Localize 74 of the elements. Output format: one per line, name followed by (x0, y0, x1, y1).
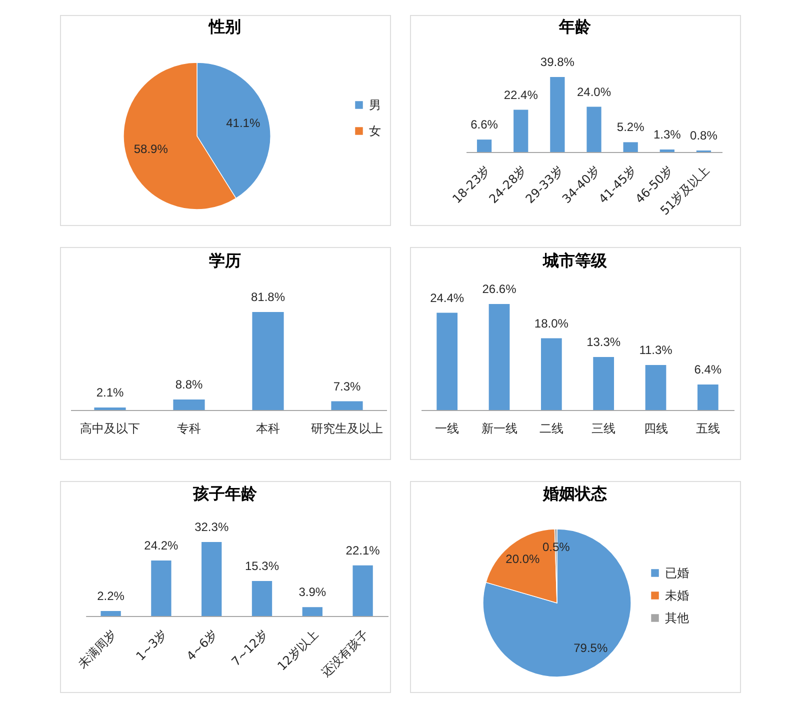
bar (252, 580, 272, 616)
chart-title: 学历 (209, 251, 241, 270)
legend-label: 未婚 (665, 588, 689, 602)
data-label: 8.8% (175, 377, 203, 392)
data-label: 0.8% (690, 128, 718, 142)
bar (623, 142, 638, 152)
data-label: 22.4% (504, 88, 538, 102)
bar (540, 338, 562, 410)
data-label: 18.0% (534, 316, 569, 330)
pie-slice (482, 528, 632, 678)
chart-title: 孩子年龄 (192, 484, 258, 503)
x-tick-label: 本科 (256, 422, 280, 436)
x-tick-label: 高中及以下 (80, 422, 140, 436)
data-label: 24.2% (144, 538, 179, 553)
bar (302, 607, 322, 616)
data-label: 22.1% (346, 543, 380, 558)
bar (697, 384, 718, 410)
data-label: 41.1% (226, 116, 260, 130)
x-tick-label: 专科 (177, 422, 201, 436)
x-tick-label: 12岁以上 (274, 627, 321, 674)
bar (352, 565, 373, 616)
bar (173, 399, 205, 410)
chart-title: 婚姻状态 (542, 484, 607, 503)
bar (476, 140, 492, 152)
x-tick-label: 新一线 (481, 422, 518, 436)
data-label: 20.0% (506, 552, 540, 566)
data-label: 1.3% (653, 128, 682, 142)
data-label: 58.9% (134, 142, 168, 156)
data-label: 81.8% (250, 290, 286, 304)
data-label: 2.1% (96, 385, 124, 400)
data-label: 15.3% (244, 558, 280, 573)
data-label: 26.6% (482, 282, 517, 296)
bar (514, 110, 528, 152)
x-tick-label: 还没有孩子 (318, 627, 372, 680)
bar (100, 610, 121, 616)
legend-label: 其他 (665, 611, 689, 625)
x-tick-label: 一线 (435, 422, 460, 436)
data-label: 5.2% (616, 120, 645, 134)
chart-title: 性别 (208, 17, 241, 36)
data-label: 11.3% (639, 342, 673, 357)
data-label: 3.9% (298, 585, 326, 600)
data-label: 39.8% (540, 55, 575, 69)
chart-title: 年龄 (558, 17, 592, 36)
x-tick-label: 二线 (539, 422, 564, 436)
data-label: 32.3% (194, 520, 229, 534)
legend-label: 女 (369, 124, 381, 138)
bar (645, 364, 666, 410)
chart-title: 城市等级 (542, 251, 608, 270)
bar (202, 542, 222, 616)
bar (151, 560, 172, 616)
data-label: 2.2% (97, 588, 125, 603)
x-tick-label: 四线 (644, 422, 668, 436)
bar (488, 304, 510, 410)
x-tick-label: 三线 (592, 422, 616, 436)
x-tick-label: 五线 (696, 422, 720, 436)
bar (593, 357, 614, 410)
data-label: 13.3% (586, 335, 621, 349)
data-label: 24.0% (576, 84, 612, 99)
data-label: 24.4% (430, 290, 464, 305)
data-label: 6.6% (470, 118, 498, 132)
bar (331, 401, 363, 410)
x-tick-label: 未满周岁 (75, 627, 120, 671)
data-label: 6.4% (694, 362, 722, 376)
data-label: 7.3% (333, 379, 361, 394)
bar (586, 106, 602, 152)
data-label: 79.5% (574, 640, 608, 655)
x-tick-label: 研究生及以上 (311, 422, 383, 436)
legend-label: 已婚 (665, 566, 689, 580)
legend-label: 男 (369, 98, 381, 112)
bar (94, 407, 126, 410)
bar (252, 312, 284, 410)
bar (550, 77, 565, 152)
data-label: 0.5% (542, 540, 570, 554)
bar (436, 312, 458, 410)
